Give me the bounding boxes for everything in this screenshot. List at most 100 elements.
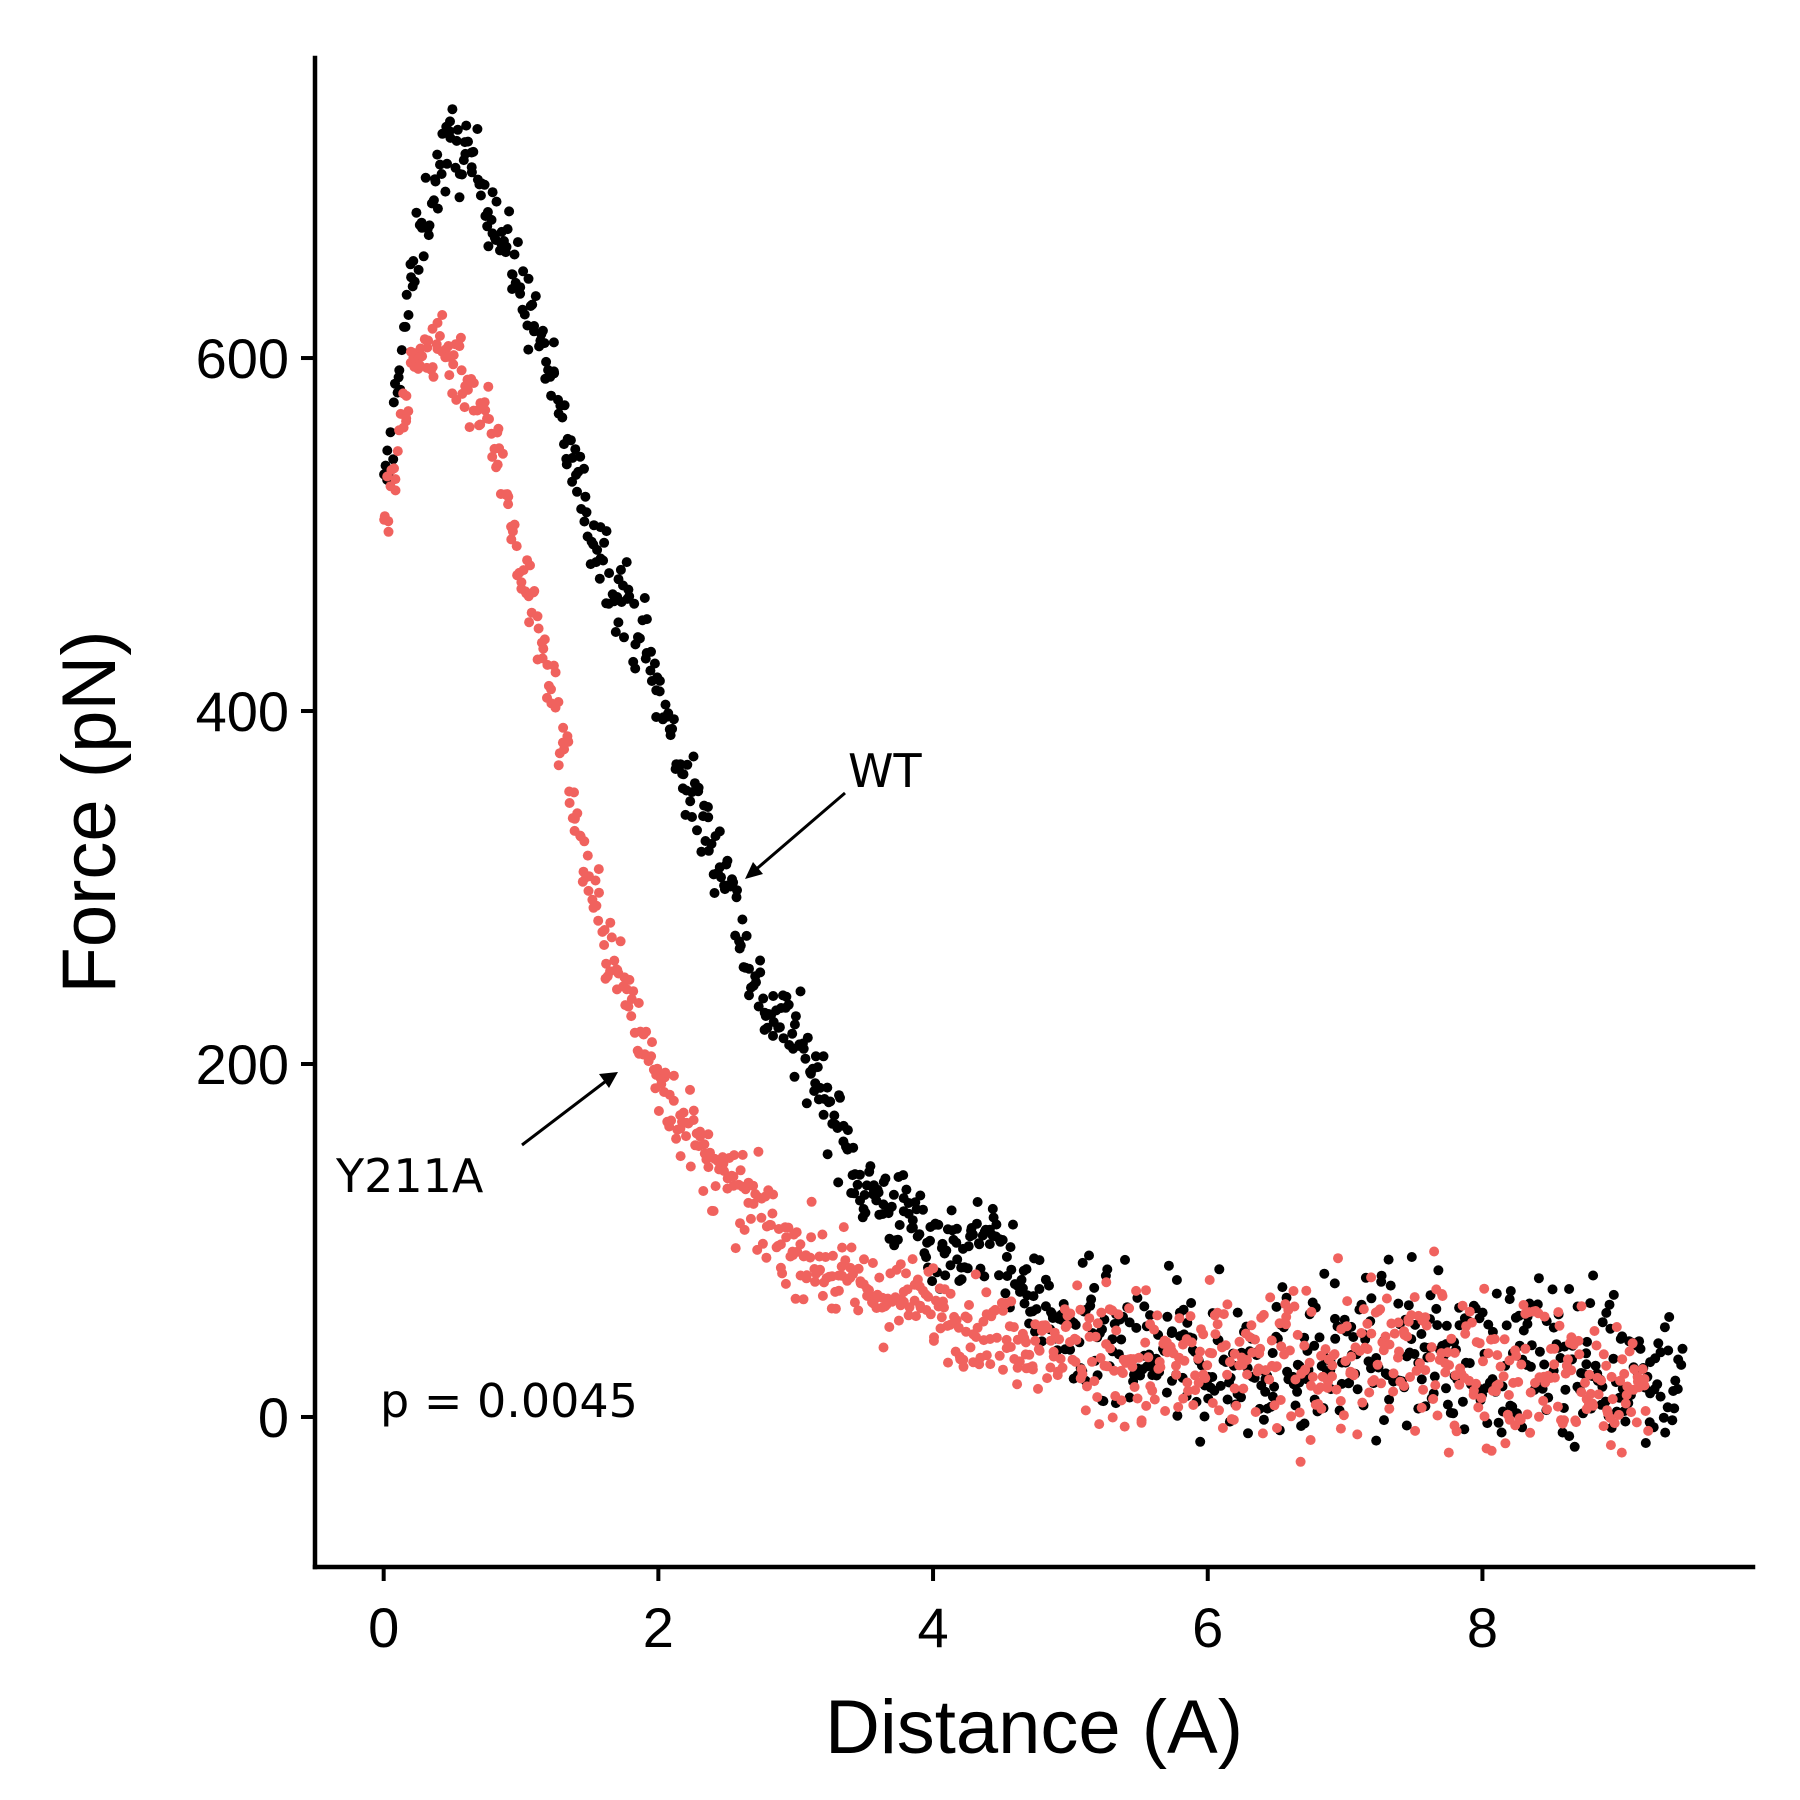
data-point [1405, 1372, 1415, 1382]
data-point [497, 448, 508, 459]
data-point [678, 1107, 689, 1118]
data-point [1518, 1300, 1529, 1310]
data-point [1204, 1275, 1215, 1285]
data-point [945, 1260, 956, 1271]
data-point [1014, 1356, 1025, 1367]
data-point [400, 321, 411, 332]
data-point [1640, 1438, 1651, 1448]
data-point [428, 195, 439, 206]
data-point [418, 251, 429, 262]
data-point [1243, 1428, 1253, 1439]
data-point [1598, 1349, 1609, 1360]
series-y211a-points [379, 310, 1654, 1467]
data-point [1432, 1410, 1443, 1421]
data-point [800, 1053, 811, 1064]
wt-arrowhead [745, 862, 763, 879]
data-point [915, 1190, 926, 1201]
data-point [1257, 1428, 1268, 1439]
data-point [1117, 1368, 1128, 1379]
data-point [448, 359, 459, 370]
data-point [1549, 1359, 1560, 1370]
data-point [695, 1126, 706, 1137]
data-point [432, 203, 443, 214]
data-point [1552, 1401, 1563, 1412]
data-point [991, 1219, 1002, 1230]
data-point [1421, 1320, 1432, 1331]
data-point [829, 1110, 840, 1121]
data-point [660, 1067, 671, 1078]
data-point [846, 1242, 857, 1253]
data-point [1269, 1381, 1280, 1392]
data-point [668, 1070, 679, 1081]
data-point [581, 507, 592, 518]
data-point [394, 365, 405, 376]
data-point [1542, 1404, 1552, 1415]
data-point [1179, 1355, 1190, 1366]
data-point [1141, 1400, 1152, 1411]
points-layer [379, 104, 1688, 1467]
data-point [997, 1235, 1008, 1245]
data-point [827, 1250, 838, 1261]
data-point [874, 1272, 885, 1283]
data-point [730, 1243, 741, 1254]
data-point [833, 1285, 844, 1296]
data-point [1329, 1349, 1340, 1360]
data-point [728, 877, 739, 888]
data-point [1271, 1361, 1282, 1372]
data-point [1441, 1383, 1451, 1394]
data-point [1238, 1383, 1249, 1394]
data-point [699, 1139, 710, 1150]
data-point [444, 370, 455, 381]
data-point [798, 1294, 809, 1305]
data-point [923, 1291, 934, 1302]
data-point [442, 158, 452, 169]
data-point [1042, 1373, 1053, 1384]
data-point [546, 684, 556, 695]
data-point [579, 836, 590, 847]
x-tick-label: 2 [643, 1596, 674, 1659]
data-point [594, 573, 605, 584]
data-point [703, 1129, 714, 1140]
data-point [859, 1190, 870, 1200]
data-point [965, 1342, 976, 1353]
x-tick-label: 0 [368, 1596, 399, 1659]
data-point [1155, 1362, 1166, 1373]
y-tick-label: 0 [258, 1386, 289, 1449]
data-point [1134, 1352, 1144, 1363]
data-point [901, 1184, 912, 1195]
data-point [1178, 1393, 1189, 1404]
data-point [994, 1350, 1005, 1361]
data-point [703, 1162, 714, 1173]
data-point [427, 362, 438, 373]
data-point [702, 802, 713, 812]
data-point [390, 474, 401, 485]
data-point [968, 1229, 978, 1240]
data-point [783, 1222, 794, 1233]
data-point [1444, 1360, 1455, 1371]
data-point [468, 378, 479, 388]
data-point [787, 1028, 798, 1039]
data-point [1499, 1334, 1510, 1345]
data-point [598, 555, 609, 566]
data-point [714, 826, 725, 837]
data-point [624, 974, 635, 985]
data-point [1275, 1395, 1286, 1405]
data-point [933, 1219, 944, 1230]
data-point [815, 1264, 825, 1275]
data-point [696, 846, 707, 857]
data-point [692, 825, 702, 836]
data-point [1199, 1411, 1210, 1422]
data-point [1131, 1322, 1142, 1333]
data-point [1430, 1380, 1441, 1391]
data-point [682, 759, 693, 770]
data-point [1501, 1320, 1512, 1331]
data-point [1410, 1425, 1421, 1436]
data-point [1094, 1419, 1105, 1430]
data-point [1207, 1348, 1218, 1359]
data-point [981, 1287, 992, 1298]
data-point [685, 1161, 696, 1172]
data-point [491, 196, 502, 207]
data-point [940, 1270, 951, 1281]
data-point [1217, 1423, 1228, 1433]
data-point [454, 192, 465, 203]
